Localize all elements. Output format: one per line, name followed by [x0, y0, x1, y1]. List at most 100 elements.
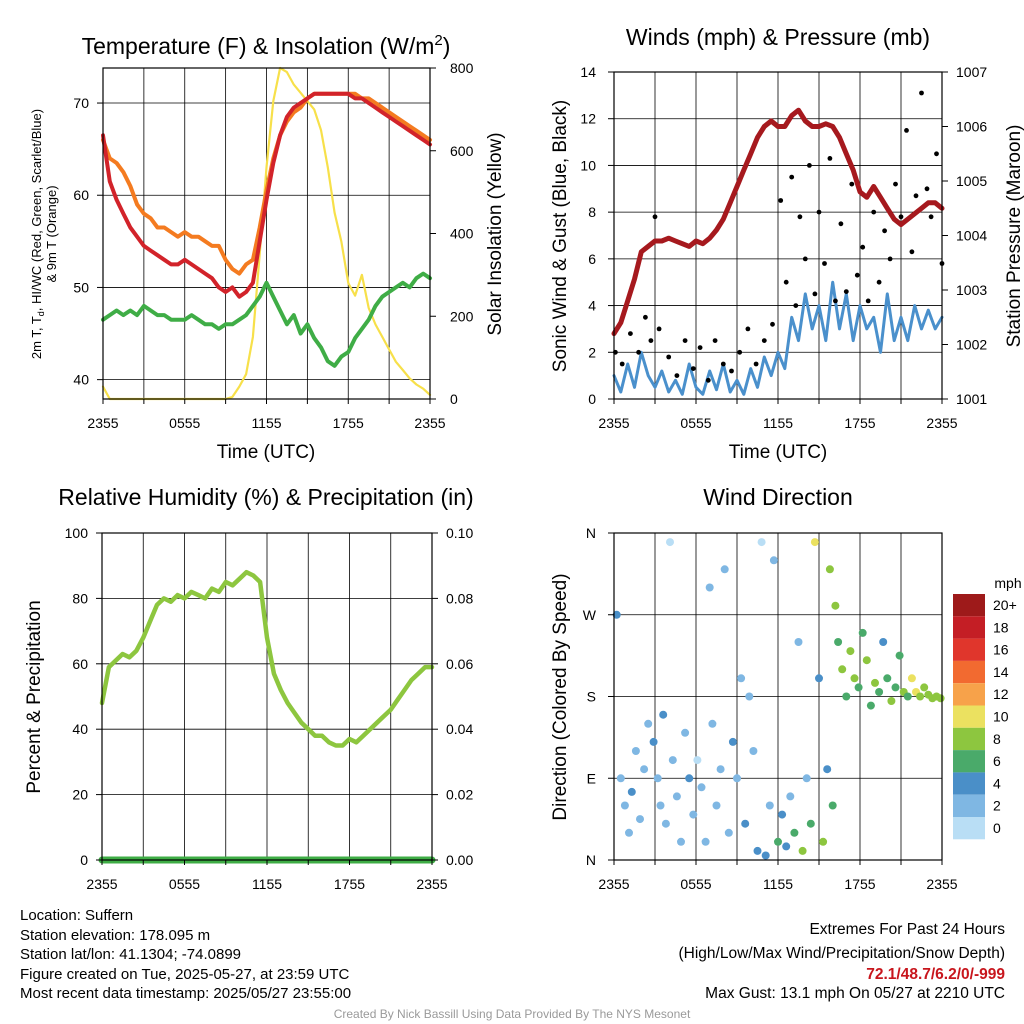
wind-direction-point: [871, 678, 879, 687]
gust-point: [871, 209, 877, 215]
gust-point: [619, 361, 625, 367]
wind-direction-point: [883, 674, 892, 683]
wind-direction-point: [625, 828, 633, 837]
legend-swatch: [953, 638, 985, 661]
temperature-xlabel: Time (UTC): [217, 442, 316, 463]
wind-direction-point: [831, 601, 840, 610]
wind-direction-point: [823, 765, 832, 774]
extremes-values: 72.1/48.7/6.2/0/-999: [866, 966, 1005, 983]
left-tick-label: N: [586, 852, 596, 868]
legend-label: 8: [993, 731, 1001, 747]
two-meter-temperature-line: [101, 91, 432, 299]
left-tick-label: 100: [65, 525, 89, 541]
gust-point: [793, 303, 799, 308]
right-tick-label: 600: [450, 143, 474, 159]
wind-direction-point: [689, 810, 698, 819]
legend-swatch: [953, 772, 985, 795]
right-tick-label: 1002: [956, 337, 987, 353]
legend-swatch: [953, 660, 985, 684]
left-tick-label: 60: [72, 656, 88, 672]
station-elevation: Station elevation: 178.095 m: [20, 926, 211, 944]
wind-direction-point: [846, 647, 855, 656]
gust-point: [712, 338, 718, 343]
left-tick-label: 14: [580, 64, 596, 80]
gust-point: [652, 214, 658, 220]
wind-direction-point: [828, 801, 837, 810]
right-tick-label: 0.02: [446, 787, 473, 803]
temperature-ylabel-left-line1: 2m T, Td, HI/WC (Red, Green, Scarlet/Blu…: [29, 109, 46, 359]
gust-point: [697, 345, 703, 350]
x-tick-label: 1155: [252, 876, 282, 892]
legend-label: 2: [993, 798, 1001, 814]
temperature-ticks: 2355 0555 1155 1755 2355 40 50 60 70 0 200 400 600 80…: [73, 60, 473, 431]
gust-point: [865, 298, 871, 304]
gust-point: [636, 349, 641, 355]
legend-label: 4: [993, 775, 1001, 791]
wind-direction-point: [920, 683, 929, 692]
left-tick-label: 60: [73, 187, 89, 203]
gust-point: [682, 338, 688, 343]
gust-point: [838, 221, 844, 227]
left-tick-label: 4: [588, 298, 596, 314]
extremes-block: Extremes For Past 24 Hours (High/Low/Max…: [679, 918, 1006, 1004]
wind-direction-series: [612, 538, 945, 860]
humidity-ticks: 2355 0555 1155 1755 2355 0 20 40 60 80 100 0.00 0.02…: [65, 525, 474, 892]
wind-direction-point: [636, 815, 644, 824]
left-tick-label: 70: [73, 95, 89, 111]
left-tick-label: 0: [588, 391, 596, 407]
wind-direction-point: [936, 694, 945, 703]
dewpoint-line: [101, 271, 432, 368]
wind-direction-ylabel-left: Direction (Colored By Speed): [550, 573, 571, 820]
x-tick-label: 2355: [416, 876, 447, 892]
relative-humidity-line: [99, 569, 435, 748]
x-tick-label: 2355: [598, 415, 629, 431]
wind-direction-point: [806, 819, 815, 828]
wind-direction-point: [887, 697, 896, 705]
legend-label: 14: [993, 664, 1009, 680]
wind-direction-point: [842, 692, 851, 701]
gust-point: [843, 289, 849, 294]
wind-direction-point: [627, 787, 636, 796]
wind-direction-point: [672, 792, 681, 801]
left-tick-label: W: [583, 607, 597, 623]
gust-point: [919, 90, 924, 96]
gust-point: [893, 181, 898, 187]
wind-direction-point: [916, 692, 925, 701]
legend-label: 16: [993, 642, 1009, 658]
gust-point: [934, 151, 939, 157]
right-tick-label: 0.08: [446, 590, 473, 606]
wind-direction-point: [666, 538, 674, 547]
wind-direction-point: [720, 565, 729, 574]
wind-direction-point: [798, 846, 807, 855]
left-tick-label: N: [586, 525, 596, 541]
right-tick-label: 1005: [956, 173, 987, 189]
right-tick-label: 0: [450, 391, 458, 407]
x-tick-label: 1755: [334, 876, 365, 892]
x-tick-label: 0555: [680, 415, 711, 431]
gust-point: [924, 186, 930, 192]
speed-legend: 20+ 18 16 14 12 10 8 6 4 2 0: [953, 594, 1017, 840]
winds-panel-title: Winds (mph) & Pressure (mb): [626, 24, 930, 50]
gust-point: [827, 156, 833, 161]
left-tick-label: 40: [73, 372, 89, 388]
left-tick-label: 20: [72, 787, 88, 803]
gust-point: [898, 214, 904, 220]
wind-direction-point: [649, 737, 658, 746]
temperature-ylabel-left-line2: & 9m T (Orange): [44, 185, 59, 282]
x-tick-label: 1755: [844, 415, 875, 431]
wind-direction-point: [697, 783, 706, 792]
extremes-title: Extremes For Past 24 Hours: [809, 921, 1005, 938]
wind-direction-point: [741, 819, 750, 828]
right-tick-label: 1006: [956, 119, 987, 135]
right-tick-label: 0.10: [446, 525, 473, 541]
left-tick-label: 12: [580, 111, 596, 127]
wind-direction-point: [854, 683, 863, 692]
gust-point: [789, 174, 795, 180]
x-tick-label: 2355: [926, 876, 957, 892]
wind-direction-point: [693, 756, 702, 765]
left-tick-label: 8: [588, 204, 596, 220]
right-tick-label: 800: [450, 60, 474, 76]
legend-label: 12: [993, 686, 1009, 702]
temperature-panel: Temperature (F) & Insolation (W/m2) 2355…: [29, 32, 506, 463]
wind-direction-point: [644, 719, 653, 728]
